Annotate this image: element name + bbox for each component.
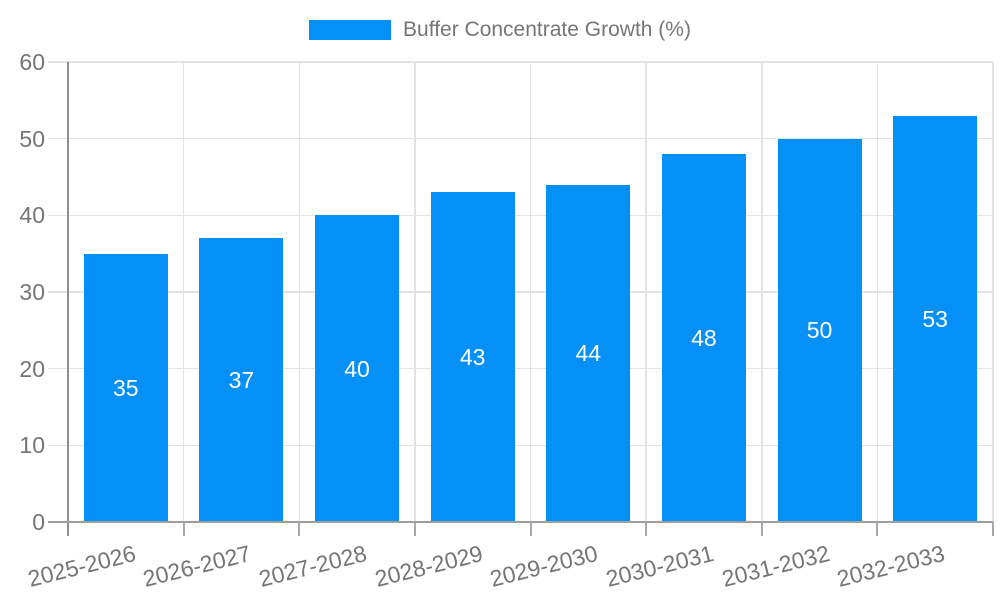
legend-label: Buffer Concentrate Growth (%) — [403, 18, 691, 41]
x-axis-tick — [645, 522, 648, 536]
bar-value-label: 43 — [459, 344, 486, 371]
y-gridline — [48, 137, 993, 140]
x-axis-tick-label: 2027-2028 — [256, 540, 370, 592]
y-axis-tick-label: 0 — [32, 509, 45, 535]
x-gridline — [529, 62, 532, 522]
y-axis-tick-label: 40 — [19, 202, 45, 229]
y-gridline — [48, 61, 993, 63]
bar — [315, 215, 400, 522]
y-gridline — [48, 444, 993, 447]
legend: Buffer Concentrate Growth (%) — [0, 12, 1000, 48]
y-axis-tick-label: 30 — [19, 279, 45, 305]
x-axis-tick — [760, 522, 763, 536]
x-gridline — [182, 62, 185, 522]
bar-value-label: 35 — [113, 374, 139, 401]
bar — [546, 184, 631, 522]
bar-value-label: 44 — [575, 340, 602, 367]
y-gridline — [48, 291, 993, 293]
x-axis-tick — [876, 522, 879, 536]
legend-swatch — [309, 20, 392, 40]
x-gridline — [876, 62, 879, 522]
x-axis-tick-label: 2025-2026 — [25, 540, 139, 592]
y-axis-tick-label: 50 — [19, 125, 45, 152]
bar — [83, 253, 168, 522]
x-gridline — [992, 62, 994, 522]
y-axis-tick-label: 20 — [19, 355, 45, 382]
x-axis-tick-label: 2032-2033 — [834, 540, 948, 592]
x-axis-tick — [413, 522, 416, 536]
x-axis-line — [48, 521, 993, 523]
x-axis-tick — [529, 522, 532, 536]
bar — [430, 192, 515, 522]
bar-value-label: 50 — [806, 317, 833, 344]
bar-value-label: 37 — [228, 367, 255, 394]
x-axis-tick-label: 2028-2029 — [371, 540, 485, 592]
bar — [661, 154, 746, 522]
x-gridline — [645, 62, 647, 522]
x-axis-tick-label: 2026-2027 — [140, 540, 254, 592]
x-axis-tick-label: 2030-2031 — [603, 540, 717, 592]
x-axis-tick-label: 2029-2030 — [487, 540, 601, 592]
bar-value-label: 48 — [691, 325, 717, 351]
y-axis-tick-label: 60 — [19, 49, 45, 75]
x-axis-tick — [182, 522, 185, 536]
bar — [199, 238, 284, 522]
y-axis-line — [67, 62, 69, 536]
x-axis-tick-label: 2031-2032 — [718, 540, 832, 592]
x-gridline — [414, 62, 416, 522]
x-gridline — [761, 62, 763, 522]
y-axis-tick-label: 10 — [19, 432, 45, 459]
x-axis-tick — [298, 522, 301, 536]
bar — [893, 115, 978, 522]
bar-value-label: 40 — [344, 355, 370, 382]
y-gridline — [48, 214, 993, 217]
y-gridline — [48, 367, 993, 370]
x-axis-tick — [992, 522, 994, 536]
x-gridline — [298, 62, 300, 522]
bar-value-label: 53 — [922, 305, 948, 332]
bar — [777, 138, 862, 522]
